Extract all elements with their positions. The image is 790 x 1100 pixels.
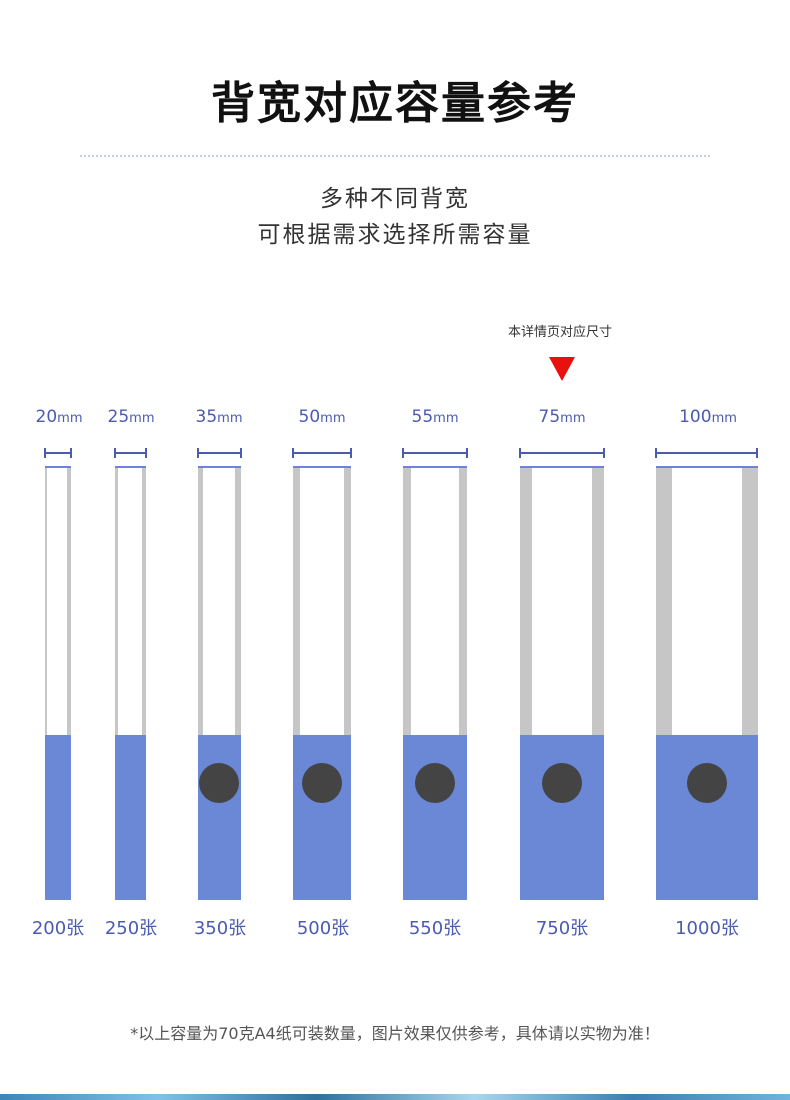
capacity-label: 1000张 [675, 918, 739, 939]
current-size-note: 本详情页对应尺寸 [507, 325, 612, 340]
width-label: 50mm [298, 407, 346, 427]
binder-label-area [403, 735, 467, 900]
footnote: *以上容量为70克A4纸可装数量，图片效果仅供参考，具体请以实物为准！ [130, 1024, 660, 1043]
width-bracket [655, 448, 758, 458]
binder-spine [45, 466, 71, 735]
subtitle-line-1: 多种不同背宽 [320, 186, 470, 212]
down-arrow-icon [549, 357, 575, 381]
width-bracket [44, 448, 72, 458]
ring-hole-icon [302, 763, 342, 803]
width-label: 55mm [411, 407, 459, 427]
ring-hole-icon [542, 763, 582, 803]
width-label: 35mm [195, 407, 243, 427]
capacity-label: 350张 [193, 918, 247, 939]
binder-label-area [520, 735, 604, 900]
width-bracket [519, 448, 605, 458]
footer-decoration [0, 1094, 790, 1100]
binder-label-area [115, 735, 146, 900]
width-bracket [292, 448, 352, 458]
ring-hole-icon [687, 763, 727, 803]
binder-label-area [656, 735, 758, 900]
capacity-label: 500张 [296, 918, 350, 939]
binder-label-area [293, 735, 351, 900]
ring-hole-icon [415, 763, 455, 803]
capacity-label: 550张 [408, 918, 462, 939]
width-bracket [114, 448, 147, 458]
binder-spine [403, 466, 467, 735]
binder-spine [115, 466, 146, 735]
width-bracket [402, 448, 468, 458]
ring-hole-icon [199, 763, 239, 803]
binder-spine [293, 466, 351, 735]
subtitle-line-2: 可根据需求选择所需容量 [257, 222, 533, 248]
binder-spine [656, 466, 758, 735]
width-label: 20mm [35, 407, 83, 427]
width-label: 100mm [679, 407, 737, 427]
width-label: 25mm [107, 407, 155, 427]
binder-spine [198, 466, 241, 735]
binder-label-area [198, 735, 241, 900]
binder-spine [520, 466, 604, 735]
binder-label-area [45, 735, 71, 900]
width-label: 75mm [538, 407, 586, 427]
page-title: 背宽对应容量参考 [211, 78, 579, 129]
title-divider [80, 155, 710, 157]
width-bracket [197, 448, 242, 458]
capacity-label: 750张 [535, 918, 589, 939]
capacity-label: 200张 [31, 918, 85, 939]
capacity-label: 250张 [104, 918, 158, 939]
